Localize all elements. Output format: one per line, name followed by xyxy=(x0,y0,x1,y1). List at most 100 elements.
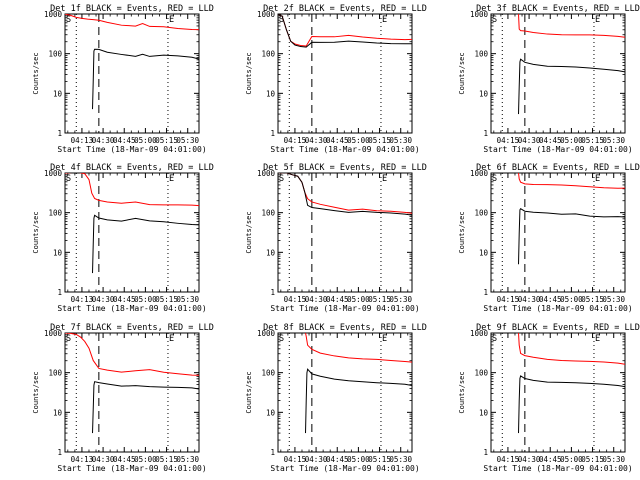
lld-series-line xyxy=(65,333,199,376)
y-tick-label: 1000 xyxy=(470,329,489,338)
y-tick-label: 10 xyxy=(266,408,276,417)
events-series-line xyxy=(518,375,625,434)
plot-frame xyxy=(64,172,200,293)
lld-series-line xyxy=(65,14,199,31)
lld-series-line xyxy=(518,14,625,38)
plot-frame xyxy=(490,13,626,134)
y-tick-label: 1 xyxy=(483,129,488,138)
y-tick-label: 10 xyxy=(53,89,63,98)
end-marker: E xyxy=(169,15,174,25)
panel-det-7f: Det 7f BLACK = Events, RED = LLD 1 10 100 10… xyxy=(32,323,214,473)
x-tick-label: 04:30 xyxy=(92,455,115,464)
x-tick-label: 04:30 xyxy=(518,455,541,464)
panel-title: Det 5f BLACK = Events, RED = LLD xyxy=(263,163,427,173)
start-marker: S xyxy=(66,174,71,184)
panel-title: Det 8f BLACK = Events, RED = LLD xyxy=(263,323,427,333)
panel-det-2f: Det 2f BLACK = Events, RED = LLD 1 10 100 10… xyxy=(245,4,427,154)
x-tick-label: 05:15 xyxy=(581,295,604,304)
panel-det-3f: Det 3f BLACK = Events, RED = LLD 1 10 100 10… xyxy=(458,4,640,154)
x-tick-label: 05:00 xyxy=(347,136,370,145)
x-tick-label: 05:00 xyxy=(134,455,157,464)
panel-det-4f: Det 4f BLACK = Events, RED = LLD 1 10 100 10… xyxy=(32,163,214,313)
x-tick-label: 04:13 xyxy=(71,295,94,304)
events-series-line xyxy=(305,368,412,434)
y-tick-label: 100 xyxy=(261,369,275,378)
x-axis-title: Start Time (18-Mar-09 04:01:00) xyxy=(57,304,206,313)
panel-det-8f: Det 8f BLACK = Events, RED = LLD 1 10 100 10… xyxy=(245,323,427,473)
plot-frame xyxy=(490,172,626,293)
start-marker: S xyxy=(279,334,284,344)
x-tick-label: 04:15 xyxy=(284,295,307,304)
x-tick-label: 04:45 xyxy=(539,136,562,145)
y-axis-title: Counts/sec xyxy=(245,211,253,253)
x-tick-label: 05:00 xyxy=(560,295,583,304)
x-axis-title: Start Time (18-Mar-09 04:01:00) xyxy=(57,464,206,473)
plot-frame xyxy=(490,332,626,453)
x-axis-title: Start Time (18-Mar-09 04:01:00) xyxy=(270,304,419,313)
events-series-line xyxy=(518,58,625,115)
x-tick-label: 04:15 xyxy=(284,455,307,464)
x-tick-label: 05:30 xyxy=(176,455,199,464)
x-axis-title: Start Time (18-Mar-09 04:01:00) xyxy=(270,464,419,473)
y-tick-label: 100 xyxy=(48,50,62,59)
x-axis-title: Start Time (18-Mar-09 04:01:00) xyxy=(483,464,632,473)
x-tick-label: 05:15 xyxy=(581,455,604,464)
panel-det-6f: Det 6f BLACK = Events, RED = LLD 1 10 100 10… xyxy=(458,163,640,313)
x-tick-label: 05:30 xyxy=(602,455,625,464)
x-tick-label: 04:30 xyxy=(305,455,328,464)
y-tick-label: 1000 xyxy=(470,169,489,178)
x-tick-label: 05:00 xyxy=(560,136,583,145)
y-tick-label: 100 xyxy=(48,209,62,218)
x-tick-label: 04:30 xyxy=(305,295,328,304)
x-tick-label: 05:00 xyxy=(134,136,157,145)
start-marker: S xyxy=(492,334,497,344)
y-tick-label: 1 xyxy=(270,288,275,297)
x-tick-label: 04:15 xyxy=(497,295,520,304)
panel-title: Det 9f BLACK = Events, RED = LLD xyxy=(476,323,640,333)
x-tick-label: 05:30 xyxy=(389,455,412,464)
y-tick-label: 1000 xyxy=(44,10,63,19)
y-axis-title: Counts/sec xyxy=(32,371,40,413)
x-axis-title: Start Time (18-Mar-09 04:01:00) xyxy=(483,304,632,313)
x-tick-label: 04:30 xyxy=(518,136,541,145)
plot-frame xyxy=(277,332,413,453)
plot-frame xyxy=(277,13,413,134)
end-marker: E xyxy=(169,334,174,344)
x-tick-label: 05:15 xyxy=(155,295,178,304)
end-marker: E xyxy=(382,174,387,184)
events-series-line xyxy=(278,173,412,216)
plot-frame xyxy=(277,172,413,293)
events-series-line xyxy=(92,214,199,274)
x-tick-label: 04:15 xyxy=(497,136,520,145)
x-tick-label: 05:30 xyxy=(176,136,199,145)
x-tick-label: 04:13 xyxy=(71,136,94,145)
start-marker: S xyxy=(66,334,71,344)
x-tick-label: 05:00 xyxy=(347,295,370,304)
y-tick-label: 1 xyxy=(270,129,275,138)
x-tick-label: 05:00 xyxy=(347,455,370,464)
x-tick-label: 05:00 xyxy=(560,455,583,464)
panel-title: Det 7f BLACK = Events, RED = LLD xyxy=(50,323,214,333)
lld-series-line xyxy=(518,173,625,189)
x-tick-label: 05:15 xyxy=(155,136,178,145)
end-marker: E xyxy=(595,334,600,344)
y-tick-label: 10 xyxy=(266,89,276,98)
y-tick-label: 1000 xyxy=(257,169,276,178)
y-tick-label: 1 xyxy=(270,448,275,457)
start-marker: S xyxy=(279,174,284,184)
y-axis-title: Counts/sec xyxy=(32,211,40,253)
y-tick-label: 1 xyxy=(483,448,488,457)
panel-title: Det 6f BLACK = Events, RED = LLD xyxy=(476,163,640,173)
lld-series-line xyxy=(278,173,412,214)
plot-frame xyxy=(64,332,200,453)
y-axis-title: Counts/sec xyxy=(458,371,466,413)
x-tick-label: 04:45 xyxy=(539,455,562,464)
y-tick-label: 1000 xyxy=(470,10,489,19)
y-tick-label: 100 xyxy=(474,209,488,218)
end-marker: E xyxy=(595,174,600,184)
y-tick-label: 1 xyxy=(483,288,488,297)
end-marker: E xyxy=(382,334,387,344)
y-tick-label: 10 xyxy=(479,89,489,98)
x-tick-label: 04:45 xyxy=(326,295,349,304)
x-axis-title: Start Time (18-Mar-09 04:01:00) xyxy=(57,145,206,154)
